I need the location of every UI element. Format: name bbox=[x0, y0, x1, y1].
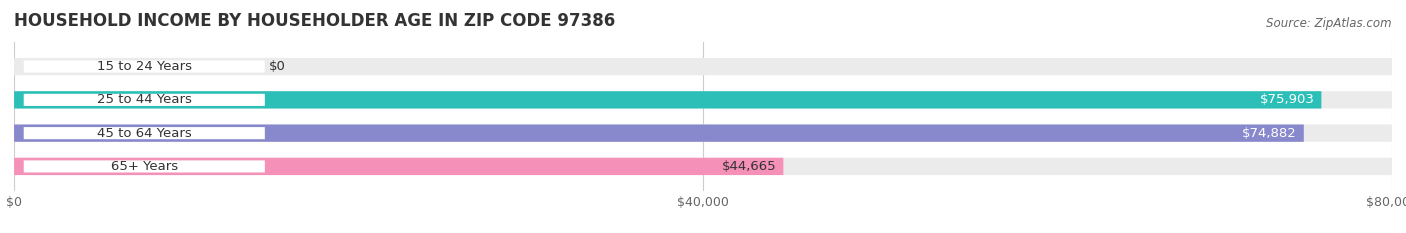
FancyBboxPatch shape bbox=[14, 158, 1392, 175]
Text: $75,903: $75,903 bbox=[1260, 93, 1315, 106]
Text: 45 to 64 Years: 45 to 64 Years bbox=[97, 127, 191, 140]
Text: HOUSEHOLD INCOME BY HOUSEHOLDER AGE IN ZIP CODE 97386: HOUSEHOLD INCOME BY HOUSEHOLDER AGE IN Z… bbox=[14, 12, 616, 30]
Text: $0: $0 bbox=[269, 60, 285, 73]
FancyBboxPatch shape bbox=[14, 124, 1303, 142]
FancyBboxPatch shape bbox=[24, 160, 264, 172]
FancyBboxPatch shape bbox=[14, 158, 783, 175]
Text: $44,665: $44,665 bbox=[721, 160, 776, 173]
Text: 15 to 24 Years: 15 to 24 Years bbox=[97, 60, 191, 73]
FancyBboxPatch shape bbox=[14, 91, 1322, 109]
Text: Source: ZipAtlas.com: Source: ZipAtlas.com bbox=[1267, 17, 1392, 30]
FancyBboxPatch shape bbox=[14, 58, 1392, 75]
FancyBboxPatch shape bbox=[14, 91, 1392, 109]
Text: 25 to 44 Years: 25 to 44 Years bbox=[97, 93, 191, 106]
Text: $74,882: $74,882 bbox=[1241, 127, 1296, 140]
FancyBboxPatch shape bbox=[24, 61, 264, 73]
FancyBboxPatch shape bbox=[14, 124, 1392, 142]
FancyBboxPatch shape bbox=[24, 94, 264, 106]
FancyBboxPatch shape bbox=[24, 127, 264, 139]
Text: 65+ Years: 65+ Years bbox=[111, 160, 177, 173]
